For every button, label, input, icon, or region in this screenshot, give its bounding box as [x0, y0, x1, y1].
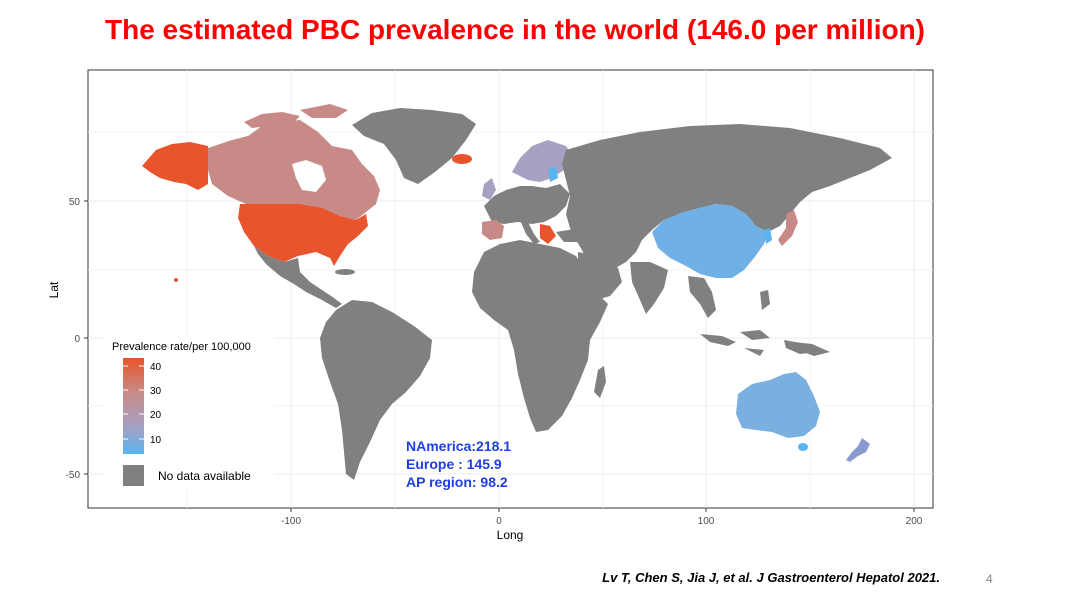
region-india — [630, 262, 668, 314]
region-madagascar — [594, 366, 606, 398]
page-number: 4 — [986, 572, 993, 586]
stat-namerica: NAmerica:218.1 — [406, 438, 512, 454]
regional-prevalence-stats: NAmerica:218.1 Europe : 145.9 AP region:… — [406, 437, 511, 491]
x-tick-label: 100 — [698, 516, 715, 527]
region-iberia — [482, 220, 504, 240]
stat-ap-region: AP region: 98.2 — [406, 474, 508, 490]
region-scandinavia — [512, 140, 574, 182]
region-greenland — [352, 108, 476, 184]
y-tick-label: 0 — [74, 334, 80, 345]
region-australia — [736, 372, 820, 438]
x-axis-title: Long — [497, 528, 524, 542]
region-new-guinea — [794, 342, 830, 356]
region-china — [652, 204, 768, 278]
legend-colorbar — [123, 358, 144, 454]
region-philippines — [760, 290, 770, 310]
stat-europe: Europe : 145.9 — [406, 456, 502, 472]
x-tick-label: 200 — [906, 516, 923, 527]
legend: Prevalence rate/per 100,000 40 30 20 10 … — [104, 336, 274, 490]
legend-no-data-label: No data available — [158, 469, 251, 483]
region-korea — [764, 228, 772, 244]
region-uk — [482, 178, 496, 200]
region-alaska — [142, 142, 208, 190]
region-europe-west — [484, 184, 570, 224]
region-arctic-islands — [244, 104, 348, 128]
x-tick-label: -100 — [281, 516, 301, 527]
hudson-bay — [292, 160, 326, 192]
region-italy — [520, 220, 540, 244]
region-greece — [540, 224, 556, 244]
slide-title: The estimated PBC prevalence in the worl… — [105, 14, 925, 45]
legend-title: Prevalence rate/per 100,000 — [112, 341, 251, 353]
legend-tick-label: 10 — [150, 435, 162, 446]
y-axis-title: Lat — [47, 281, 61, 298]
y-tick-label: -50 — [66, 470, 81, 481]
region-tasmania — [798, 443, 808, 451]
region-finland — [548, 166, 558, 182]
x-tick-label: 0 — [496, 516, 502, 527]
countries — [142, 104, 892, 480]
region-russia-asia — [562, 124, 892, 272]
region-new-zealand — [846, 438, 870, 462]
region-cuba — [335, 269, 355, 275]
citation: Lv T, Chen S, Jia J, et al. J Gastroente… — [602, 570, 940, 585]
legend-tick-label: 20 — [150, 410, 162, 421]
region-japan — [778, 210, 798, 246]
region-se-asia — [688, 276, 716, 318]
legend-no-data-swatch — [123, 465, 144, 486]
region-indonesia — [700, 330, 818, 356]
legend-tick-label: 40 — [150, 362, 162, 373]
y-tick-label: 50 — [69, 197, 81, 208]
region-iceland — [452, 154, 472, 164]
region-south-america — [320, 300, 432, 480]
legend-tick-label: 30 — [150, 386, 162, 397]
axis-ticks — [84, 200, 915, 512]
region-usa — [238, 204, 368, 266]
region-africa — [472, 240, 608, 432]
region-hawaii — [174, 278, 178, 282]
region-mexico — [254, 246, 342, 308]
